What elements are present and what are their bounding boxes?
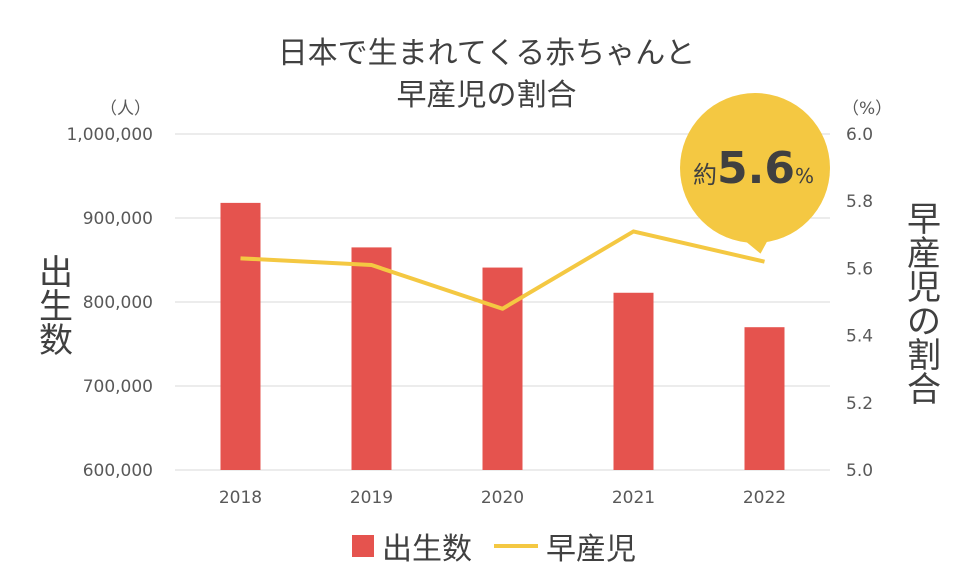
y-right-tick-label: 5.2 [846,394,873,414]
y-left-tick-label: 900,000 [83,209,153,229]
x-tick-label: 2020 [481,488,524,508]
callout-suffix: % [794,164,814,188]
x-tick-label: 2021 [612,488,655,508]
callout-value: 5.6 [717,143,795,194]
x-tick-label: 2019 [350,488,393,508]
right-axis-label: 早産児の割合 [906,203,942,407]
y-left-tick-label: 1,000,000 [66,125,153,145]
x-tick-label: 2022 [743,488,786,508]
callout-text: 約5.6% [693,143,814,194]
axis-label-char: 出 [39,253,73,293]
y-left-tick-label: 700,000 [83,377,153,397]
axis-label-char: 児 [907,268,941,308]
y-left-tick-label: 800,000 [83,293,153,313]
legend-swatch-preterm [494,544,538,548]
x-tick-label: 2018 [219,488,262,508]
axis-label-char: 早 [907,200,941,240]
axis-label-char: 産 [907,234,941,274]
bar-births-2021 [613,292,654,470]
left-axis-label: 出生数 [38,256,74,358]
left-axis-unit: （人） [100,99,151,119]
axis-label-char: 生 [39,287,73,327]
y-right-tick-label: 5.4 [846,327,873,347]
y-left-tick-label: 600,000 [83,461,153,481]
bar-births-2019 [351,247,392,470]
y-right-tick-label: 6.0 [846,125,873,145]
right-axis-unit: （%） [842,99,893,119]
chart-title-line2: 早産児の割合 [396,78,577,113]
bar-births-2020 [482,267,523,470]
axis-label-char: 合 [907,370,941,410]
y-right-tick-label: 5.6 [846,259,873,279]
bar-births-2022 [744,327,785,470]
legend-label-births: 出生数 [382,532,472,567]
bar-births-2018 [220,202,261,470]
y-right-tick-label: 5.0 [846,461,873,481]
axis-label-char: の [907,302,941,342]
callout-bubble [680,93,830,243]
axis-label-char: 数 [39,321,73,361]
y-right-tick-label: 5.8 [846,192,873,212]
callout-prefix: 約 [693,161,717,189]
legend-label-preterm: 早産児 [546,532,636,567]
line-preterm [240,229,765,311]
legend-swatch-births [352,535,374,557]
axis-label-char: 割 [907,336,941,376]
chart-title-line1: 日本で生まれてくる赤ちゃんと [277,36,696,71]
legend: 出生数 早産児 [352,524,636,568]
